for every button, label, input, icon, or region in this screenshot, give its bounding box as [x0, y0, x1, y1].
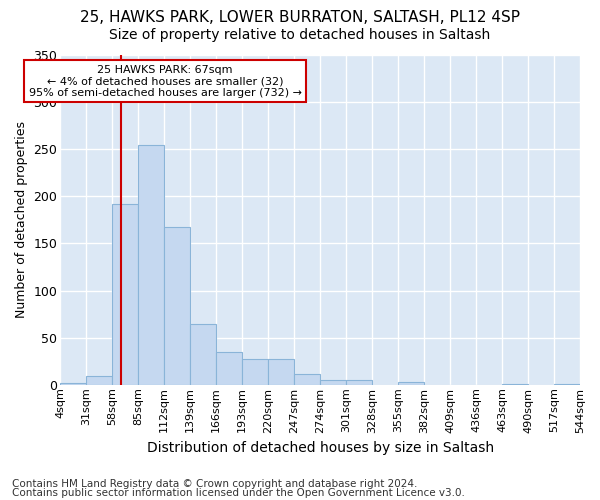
Text: Contains public sector information licensed under the Open Government Licence v3: Contains public sector information licen… [12, 488, 465, 498]
Bar [294, 374, 320, 385]
Bar [502, 384, 528, 385]
Text: 25, HAWKS PARK, LOWER BURRATON, SALTASH, PL12 4SP: 25, HAWKS PARK, LOWER BURRATON, SALTASH,… [80, 10, 520, 25]
Bar [86, 376, 112, 385]
Bar [554, 384, 580, 385]
Bar [216, 352, 242, 385]
Bar [60, 383, 86, 385]
Bar [164, 228, 190, 385]
Bar [190, 324, 216, 385]
Bar [112, 204, 138, 385]
Bar [138, 144, 164, 385]
Text: Contains HM Land Registry data © Crown copyright and database right 2024.: Contains HM Land Registry data © Crown c… [12, 479, 418, 489]
Bar [268, 360, 294, 385]
Bar [346, 380, 372, 385]
Y-axis label: Number of detached properties: Number of detached properties [15, 122, 28, 318]
X-axis label: Distribution of detached houses by size in Saltash: Distribution of detached houses by size … [146, 441, 494, 455]
Bar [320, 380, 346, 385]
Bar [398, 382, 424, 385]
Text: Size of property relative to detached houses in Saltash: Size of property relative to detached ho… [109, 28, 491, 42]
Text: 25 HAWKS PARK: 67sqm
← 4% of detached houses are smaller (32)
95% of semi-detach: 25 HAWKS PARK: 67sqm ← 4% of detached ho… [29, 65, 302, 98]
Bar [242, 360, 268, 385]
